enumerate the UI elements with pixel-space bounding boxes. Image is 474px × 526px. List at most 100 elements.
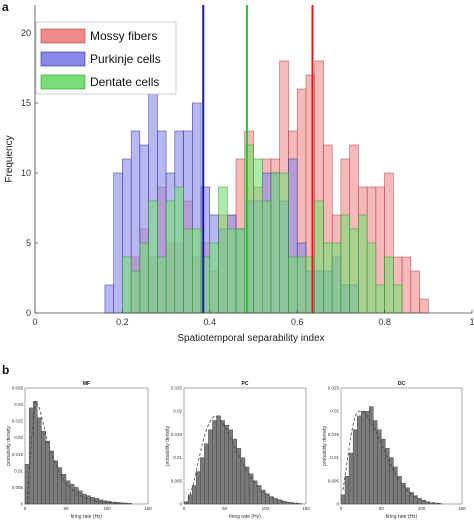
histogram-mf: MF 0 50 100 150 0 0.005 0.01 0.015 0.02 0.025 0.03 0… bbox=[6, 381, 152, 520]
x-axis-label-pc: firing rate (Hz) bbox=[229, 514, 261, 520]
x-tick-label-a: 1 bbox=[469, 317, 474, 327]
bar-pc bbox=[187, 494, 193, 505]
bar-pc bbox=[257, 485, 262, 505]
x-tick-label-pc: 100 bbox=[262, 506, 270, 511]
bar-pc bbox=[204, 443, 209, 505]
fit-curve-pc bbox=[185, 415, 300, 505]
x-tick-label-pc: 150 bbox=[302, 506, 310, 511]
bar-mf bbox=[45, 440, 50, 505]
y-tick-label-mf: 0 bbox=[20, 502, 23, 507]
y-axis-label-pc: probability density bbox=[165, 425, 171, 466]
x-tick-label-pc: 50 bbox=[222, 506, 228, 511]
x-axis-label-a: Spatiotemporal separability index bbox=[177, 333, 324, 344]
fit-curve-dc bbox=[342, 410, 440, 504]
bar-pc bbox=[216, 415, 221, 505]
bar-dc bbox=[369, 406, 374, 505]
y-tick-label-mf: 0.025 bbox=[12, 419, 24, 424]
legend-label-purkinje-cells: Purkinje cells bbox=[90, 52, 161, 66]
y-tick-label-dc: 0.005 bbox=[328, 478, 340, 483]
bar-dentate-cells bbox=[323, 242, 333, 314]
y-tick-label-a: 5 bbox=[26, 238, 31, 248]
x-tick-label-mf: 50 bbox=[63, 506, 69, 511]
bar-mossy-fibers bbox=[410, 270, 420, 314]
bar-dentate-cells bbox=[183, 228, 193, 314]
y-tick-label-a: 0 bbox=[26, 308, 31, 318]
y-tick-label-mf: 0.005 bbox=[12, 485, 24, 490]
x-tick-label-a: 0.2 bbox=[116, 317, 129, 327]
y-tick-label-mf: 0.01 bbox=[14, 468, 23, 473]
y-tick-label-dc: 0.025 bbox=[328, 386, 340, 391]
bar-mf bbox=[57, 467, 63, 505]
bar-pc bbox=[196, 471, 201, 505]
bar-mf bbox=[24, 464, 30, 505]
bar-purkinje-cells bbox=[104, 284, 114, 314]
x-tick-label-mf: 0 bbox=[24, 506, 27, 511]
y-tick-label-pc: 0.02 bbox=[173, 409, 182, 414]
y-tick-label-mf: 0.015 bbox=[12, 452, 24, 457]
bar-dentate-cells bbox=[340, 214, 350, 314]
y-axis-label-mf: probability density bbox=[6, 425, 12, 466]
y-tick-label-pc: 0 bbox=[179, 502, 182, 507]
y-axis-label-dc: probability density bbox=[322, 425, 328, 466]
bar-pc bbox=[244, 466, 250, 505]
bar-dc bbox=[381, 438, 386, 505]
axes-a bbox=[34, 5, 472, 314]
bar-dc bbox=[360, 411, 366, 505]
y-tick-label-mf: 0.03 bbox=[14, 402, 23, 407]
panel-b-label: b bbox=[2, 363, 9, 377]
bar-dentate-cells bbox=[261, 200, 272, 314]
bar-dentate-cells bbox=[349, 228, 359, 314]
y-tick-label-pc: 0.025 bbox=[171, 386, 183, 391]
x-tick-label-dc: 100 bbox=[418, 506, 426, 511]
bar-mf bbox=[74, 487, 79, 505]
x-tick-label-dc: 150 bbox=[458, 506, 466, 511]
bar-mf bbox=[82, 493, 87, 505]
bar-dentate-cells bbox=[393, 284, 403, 314]
bar-dentate-cells bbox=[139, 242, 149, 314]
y-tick-label-a: 10 bbox=[21, 168, 31, 178]
fit-curve-mf bbox=[26, 400, 130, 505]
subplot-title-mf: MF bbox=[83, 381, 90, 387]
bar-dentate-cells bbox=[235, 228, 246, 314]
bar-dc bbox=[352, 429, 358, 505]
bar-dentate-cells bbox=[130, 270, 141, 314]
legend-swatch-dentate-cells bbox=[40, 74, 86, 90]
bar-mf bbox=[69, 483, 75, 505]
x-tick-label-dc: 50 bbox=[379, 506, 385, 511]
bar-mf bbox=[37, 417, 42, 505]
bar-dentate-cells bbox=[174, 186, 184, 314]
bar-dentate-cells bbox=[148, 200, 158, 314]
bar-dc bbox=[356, 415, 362, 505]
bar-dentate-cells bbox=[122, 256, 132, 314]
bar-dentate-cells bbox=[384, 256, 394, 314]
bar-pc bbox=[228, 429, 233, 505]
y-tick-label-dc: 0.01 bbox=[330, 455, 339, 460]
median-lines bbox=[202, 5, 314, 313]
bar-pc bbox=[212, 420, 217, 505]
bar-dc bbox=[344, 475, 350, 505]
bar-pc bbox=[220, 420, 225, 505]
legend-swatch-purkinje-cells bbox=[40, 51, 86, 67]
y-tick-label-dc: 0 bbox=[336, 502, 339, 507]
bar-dc bbox=[397, 475, 402, 505]
histogram-plots-b: MF 0 50 100 150 0 0.005 0.01 0.015 0.02 0.025 0.03 0… bbox=[6, 381, 466, 520]
bar-dentate-cells bbox=[314, 200, 324, 314]
subplot-title-pc: PC bbox=[242, 381, 249, 387]
bar-pc bbox=[208, 429, 213, 505]
bar-dentate-cells bbox=[279, 172, 289, 314]
y-tick-label-mf: 0.02 bbox=[14, 435, 23, 440]
bar-mossy-fibers bbox=[419, 298, 429, 314]
bar-dc bbox=[340, 494, 346, 505]
bar-dentate-cells bbox=[296, 256, 307, 314]
bar-pc bbox=[200, 457, 205, 505]
panel-a-label: a bbox=[2, 0, 9, 14]
bar-dentate-cells bbox=[270, 172, 280, 314]
bar-mf bbox=[53, 460, 58, 505]
y-axis-label-a: Frequency bbox=[4, 135, 15, 182]
legend-label-mossy-fibers: Mossy fibers bbox=[90, 29, 157, 43]
y-tick-label-pc: 0.005 bbox=[171, 478, 183, 483]
bar-purkinje-cells bbox=[113, 172, 123, 314]
bar-pc bbox=[252, 480, 258, 505]
bar-mossy-fibers bbox=[401, 256, 412, 314]
